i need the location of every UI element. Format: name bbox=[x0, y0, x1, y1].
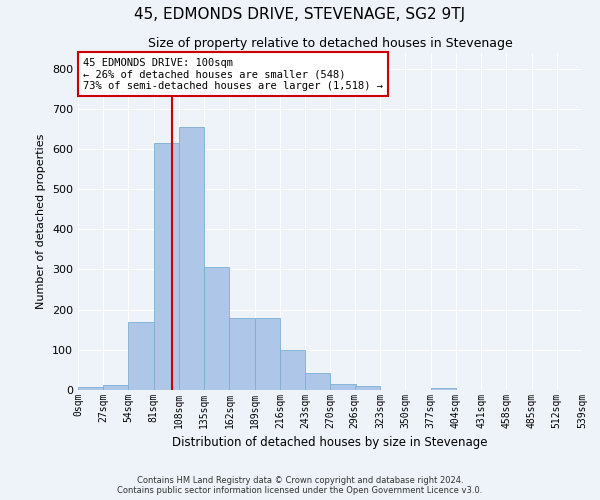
Bar bbox=[103, 385, 128, 390]
Bar bbox=[128, 322, 154, 390]
Bar bbox=[204, 268, 229, 390]
Text: Contains HM Land Registry data © Crown copyright and database right 2024.
Contai: Contains HM Land Registry data © Crown c… bbox=[118, 476, 482, 495]
Text: 45, EDMONDS DRIVE, STEVENAGE, SG2 9TJ: 45, EDMONDS DRIVE, STEVENAGE, SG2 9TJ bbox=[134, 8, 466, 22]
Title: Size of property relative to detached houses in Stevenage: Size of property relative to detached ho… bbox=[148, 37, 512, 50]
Y-axis label: Number of detached properties: Number of detached properties bbox=[37, 134, 46, 309]
Bar bbox=[179, 127, 204, 390]
Bar bbox=[305, 373, 331, 390]
Bar bbox=[229, 318, 255, 390]
Bar bbox=[255, 318, 280, 390]
X-axis label: Distribution of detached houses by size in Stevenage: Distribution of detached houses by size … bbox=[172, 436, 488, 450]
Bar bbox=[431, 388, 456, 390]
Text: 45 EDMONDS DRIVE: 100sqm
← 26% of detached houses are smaller (548)
73% of semi-: 45 EDMONDS DRIVE: 100sqm ← 26% of detach… bbox=[83, 58, 383, 91]
Bar bbox=[355, 386, 380, 390]
Bar bbox=[280, 350, 305, 390]
Bar bbox=[78, 387, 103, 390]
Bar bbox=[331, 384, 356, 390]
Bar bbox=[154, 143, 179, 390]
